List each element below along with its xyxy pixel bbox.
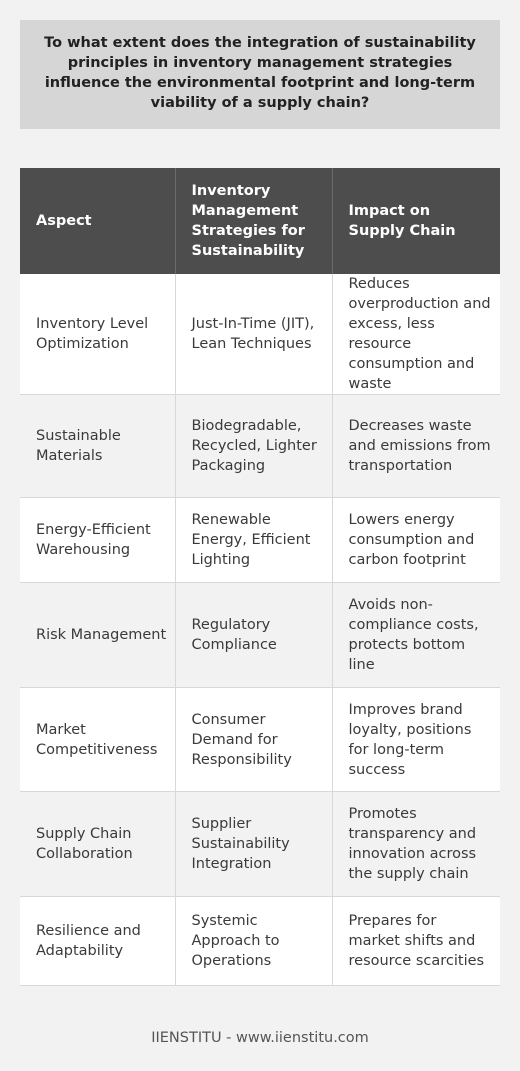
- footer-credit: IIENSTITU - www.iienstitu.com: [151, 1030, 369, 1046]
- cell-impact: Reduces overproduction and excess, less …: [332, 274, 500, 395]
- table-row: Resilience and Adaptability Systemic App…: [20, 896, 500, 986]
- table-header-row: Aspect Inventory Management Strategies f…: [20, 168, 500, 274]
- cell-aspect: Resilience and Adaptability: [20, 896, 176, 986]
- table-row: Supply Chain Collaboration Supplier Sust…: [20, 791, 500, 897]
- table-row: Market Competitiveness Consumer Demand f…: [20, 687, 500, 792]
- cell-strategy: Systemic Approach to Operations: [175, 896, 333, 986]
- cell-impact: Prepares for market shifts and resource …: [332, 896, 500, 986]
- cell-impact: Promotes transparency and innovation acr…: [332, 791, 500, 897]
- cell-aspect: Supply Chain Collaboration: [20, 791, 176, 897]
- header-impact: Impact on Supply Chain: [332, 168, 500, 274]
- table-row: Sustainable Materials Biodegradable, Rec…: [20, 394, 500, 498]
- cell-impact: Lowers energy consumption and carbon foo…: [332, 497, 500, 583]
- cell-aspect: Inventory Level Optimization: [20, 274, 176, 395]
- header-strategy: Inventory Management Strategies for Sust…: [175, 168, 333, 274]
- cell-impact: Decreases waste and emissions from trans…: [332, 394, 500, 498]
- cell-strategy: Renewable Energy, Efficient Lighting: [175, 497, 333, 583]
- cell-strategy: Supplier Sustainability Integration: [175, 791, 333, 897]
- cell-impact: Avoids non-compliance costs, protects bo…: [332, 582, 500, 688]
- table-row: Risk Management Regulatory Compliance Av…: [20, 582, 500, 688]
- sustainability-table: Aspect Inventory Management Strategies f…: [20, 168, 500, 986]
- cell-strategy: Regulatory Compliance: [175, 582, 333, 688]
- cell-strategy: Biodegradable, Recycled, Lighter Packagi…: [175, 394, 333, 498]
- cell-aspect: Energy-Efficient Warehousing: [20, 497, 176, 583]
- cell-aspect: Market Competitiveness: [20, 687, 176, 792]
- question-title: To what extent does the integration of s…: [20, 20, 500, 129]
- cell-impact: Improves brand loyalty, positions for lo…: [332, 687, 500, 792]
- header-aspect: Aspect: [20, 168, 176, 274]
- table-row: Energy-Efficient Warehousing Renewable E…: [20, 497, 500, 583]
- cell-strategy: Consumer Demand for Responsibility: [175, 687, 333, 792]
- cell-aspect: Risk Management: [20, 582, 176, 688]
- cell-strategy: Just-In-Time (JIT), Lean Techniques: [175, 274, 333, 395]
- table-row: Inventory Level Optimization Just-In-Tim…: [20, 274, 500, 395]
- cell-aspect: Sustainable Materials: [20, 394, 176, 498]
